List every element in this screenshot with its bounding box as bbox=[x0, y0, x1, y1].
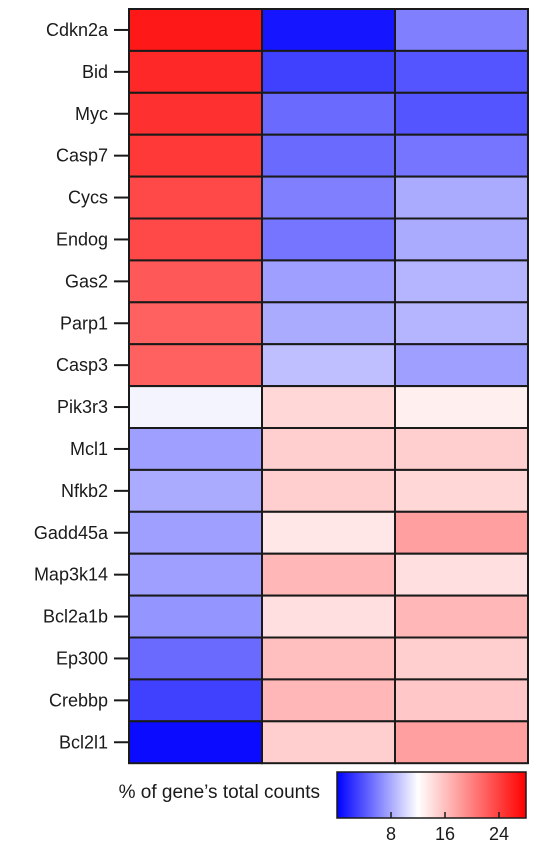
heatmap-cell bbox=[128, 552, 263, 597]
heatmap-cell bbox=[394, 217, 529, 262]
heatmap-cell bbox=[394, 301, 529, 346]
heatmap-cell bbox=[261, 49, 396, 94]
heatmap-cell bbox=[128, 510, 263, 555]
heatmap-cell bbox=[128, 8, 263, 52]
heatmap-cell bbox=[261, 427, 396, 471]
heatmap-cell bbox=[394, 385, 529, 430]
colorbar-ticks: 8 16 24 bbox=[386, 812, 509, 844]
heatmap-cell bbox=[261, 91, 396, 136]
heatmap-cell bbox=[394, 720, 529, 765]
heatmap-cell bbox=[261, 301, 396, 346]
heatmap-cell bbox=[128, 636, 263, 681]
heatmap-cell bbox=[128, 468, 263, 513]
heatmap-cell bbox=[128, 427, 263, 471]
row-label: Pik3r3 bbox=[57, 397, 108, 417]
heatmap-cell bbox=[261, 217, 396, 262]
heatmap-cell bbox=[394, 49, 529, 94]
heatmap-cell bbox=[128, 49, 263, 94]
row-label: Myc bbox=[75, 104, 108, 124]
row-label: Ep300 bbox=[56, 648, 108, 668]
row-label: Cycs bbox=[68, 188, 108, 208]
heatmap-cell bbox=[394, 259, 529, 304]
colorbar-tick-label: 16 bbox=[435, 824, 455, 844]
heatmap-cell bbox=[261, 510, 396, 555]
heatmap-cell bbox=[394, 133, 529, 178]
heatmap-cell bbox=[261, 175, 396, 220]
row-label: Bcl2l1 bbox=[59, 732, 108, 752]
heatmap-cell bbox=[394, 510, 529, 555]
heatmap-cell bbox=[394, 175, 529, 220]
heatmap-cell bbox=[261, 552, 396, 597]
heatmap-cell bbox=[261, 385, 396, 430]
row-label: Bid bbox=[82, 62, 108, 82]
heatmap-cell bbox=[128, 678, 263, 723]
heatmap-cell bbox=[261, 8, 396, 52]
row-label: Crebbp bbox=[49, 690, 108, 710]
heatmap-cell bbox=[128, 301, 263, 346]
heatmap-cell bbox=[394, 343, 529, 388]
colorbar-tick-label: 24 bbox=[489, 824, 509, 844]
row-label: Casp3 bbox=[56, 355, 108, 375]
heatmap-cell bbox=[261, 259, 396, 304]
heatmap-cell bbox=[394, 594, 529, 639]
heatmap-cell bbox=[394, 427, 529, 471]
heatmap-cell bbox=[261, 468, 396, 513]
row-label: Parp1 bbox=[60, 313, 108, 333]
heatmap-cell bbox=[128, 259, 263, 304]
heatmap-cell bbox=[128, 175, 263, 220]
row-label: Casp7 bbox=[56, 146, 108, 166]
row-label: Gas2 bbox=[65, 271, 108, 291]
heatmap-cell bbox=[394, 8, 529, 52]
row-label: Mcl1 bbox=[70, 439, 108, 459]
heatmap-cell bbox=[128, 594, 263, 639]
row-label: Endog bbox=[56, 229, 108, 249]
row-label: Gadd45a bbox=[34, 523, 109, 543]
heatmap-cell bbox=[128, 720, 263, 765]
colorbar-scale bbox=[336, 771, 527, 819]
heatmap-cell bbox=[261, 133, 396, 178]
heatmap-cell bbox=[394, 552, 529, 597]
heatmap-cell bbox=[128, 217, 263, 262]
colorbar-tick-label: 8 bbox=[386, 824, 396, 844]
heatmap-cell bbox=[261, 343, 396, 388]
heatmap-cell bbox=[394, 468, 529, 513]
heatmap-cell bbox=[128, 91, 263, 136]
heatmap-cell bbox=[394, 678, 529, 723]
heatmap-cells bbox=[128, 8, 529, 765]
heatmap-cell bbox=[128, 343, 263, 388]
heatmap-cell bbox=[394, 636, 529, 681]
heatmap-cell bbox=[394, 91, 529, 136]
row-label: Bcl2a1b bbox=[43, 607, 108, 627]
row-label: Map3k14 bbox=[34, 565, 108, 585]
heatmap-cell bbox=[261, 594, 396, 639]
colorbar-title: % of gene’s total counts bbox=[119, 782, 320, 803]
colorbar: % of gene’s total counts 8 16 24 bbox=[119, 771, 527, 844]
heatmap-cell bbox=[128, 385, 263, 430]
heatmap-cell bbox=[261, 678, 396, 723]
heatmap-cell bbox=[261, 636, 396, 681]
heatmap-cell bbox=[261, 720, 396, 765]
row-label: Nfkb2 bbox=[61, 481, 108, 501]
row-labels: Cdkn2a Bid Myc Casp7 Cycs Endog Gas2 Parp1 Casp3… bbox=[34, 20, 128, 752]
row-label: Cdkn2a bbox=[46, 20, 109, 40]
heatmap-cell bbox=[128, 133, 263, 178]
